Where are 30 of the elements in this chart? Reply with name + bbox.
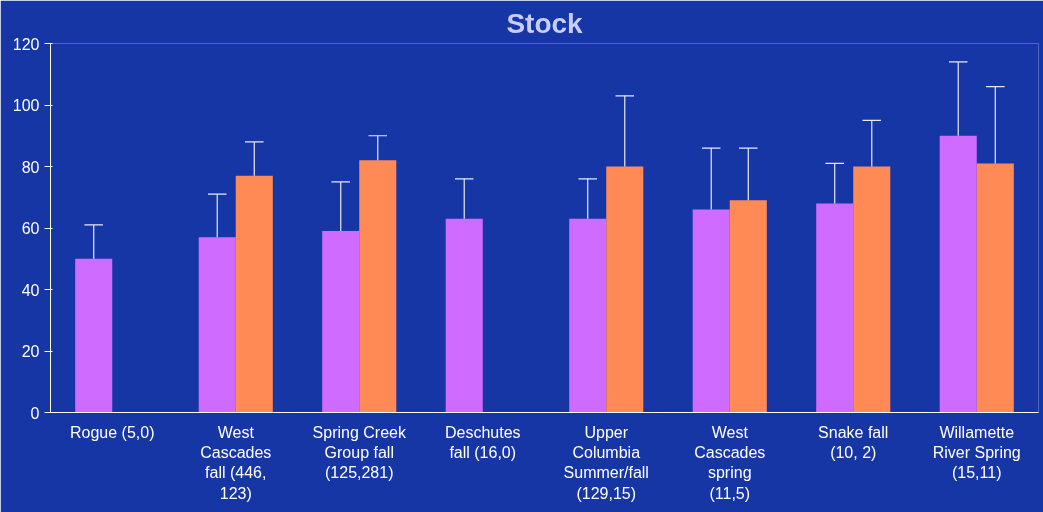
bar [75, 258, 113, 413]
x-tick-label: West Cascades fall (446, 123) [200, 423, 272, 502]
bar [445, 218, 483, 413]
y-tick-label: 0 [30, 404, 40, 422]
bar [853, 166, 891, 413]
x-tick-label: Snake fall (10, 2) [818, 423, 889, 461]
x-tick-label: Spring Creek Group fall (125,281) [312, 423, 407, 482]
x-tick-label: Upper Columbia Summer/fall (129,15) [563, 423, 649, 502]
x-tick-label: West Cascades spring (11,5) [694, 423, 766, 502]
bar [692, 209, 730, 413]
bar [235, 175, 273, 413]
y-tick-label: 80 [21, 158, 40, 176]
bar [198, 237, 236, 413]
bar [569, 218, 607, 413]
chart-title: Stock [506, 7, 584, 39]
y-tick-label: 100 [12, 97, 40, 114]
x-tick-label: Deschutes fall (16,0) [444, 423, 521, 461]
y-tick-label: 20 [21, 343, 40, 360]
bar [606, 166, 644, 413]
bar [816, 203, 854, 413]
bar [976, 163, 1014, 413]
bar [359, 160, 397, 413]
x-tick-label: Rogue (5,0) [70, 423, 155, 441]
bar [322, 231, 360, 413]
y-tick-label: 40 [21, 281, 40, 299]
y-tick-label: 120 [12, 35, 40, 53]
bar [729, 200, 767, 413]
bar [939, 135, 977, 413]
x-tick-label: Willamette River Spring (15,11) [932, 423, 1021, 482]
y-tick-label: 60 [21, 220, 40, 237]
